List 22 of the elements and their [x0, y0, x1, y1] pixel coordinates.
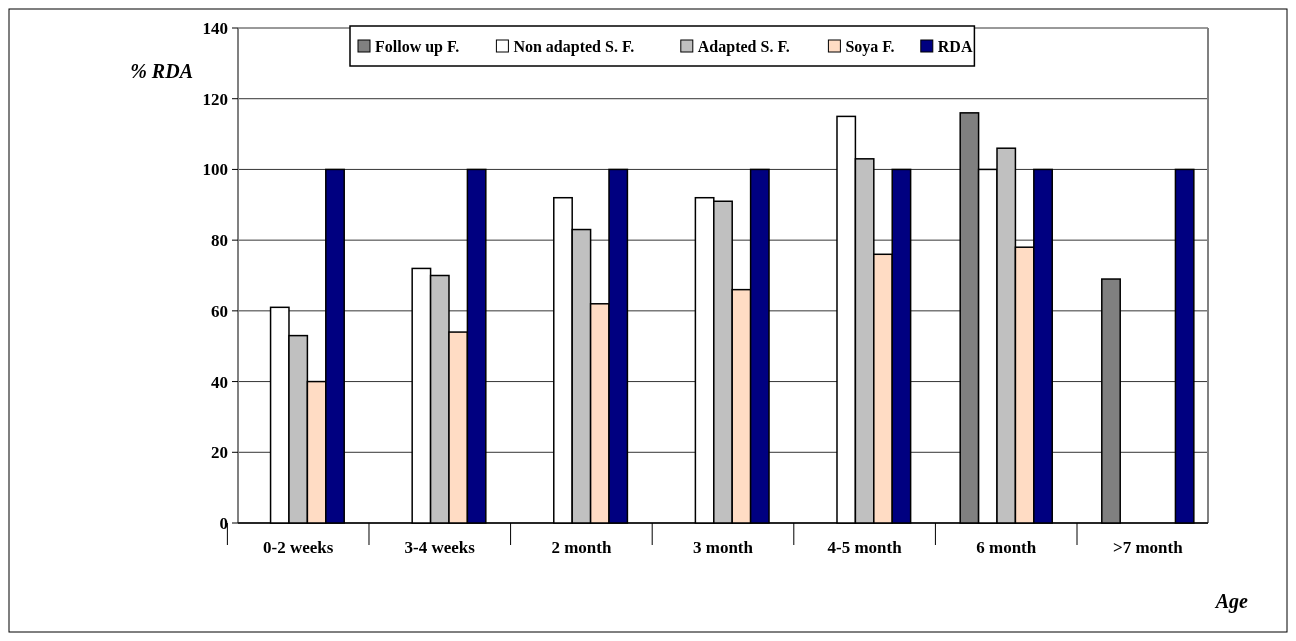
y-tick-label: 20 — [211, 443, 228, 463]
legend-label: Non adapted S. F. — [513, 37, 635, 56]
y-tick-label: 100 — [202, 160, 228, 180]
x-axis-title: Age — [1213, 590, 1249, 613]
legend-label: RDA — [937, 37, 973, 55]
x-tick-label: 0-2 weeks — [263, 538, 334, 557]
legend-label: Adapted S. F. — [697, 37, 790, 56]
y-tick-label: 40 — [211, 372, 228, 392]
x-tick-label: 4-5 month — [827, 538, 903, 557]
y-tick-label: 140 — [202, 18, 228, 38]
x-tick-label: 2 month — [551, 538, 612, 557]
y-tick-label: 0 — [219, 513, 228, 533]
y-axis-title: % RDA — [130, 60, 193, 82]
x-tick-label: >7 month — [1112, 538, 1184, 557]
y-tick-label: 60 — [211, 301, 228, 321]
y-tick-label: 120 — [202, 89, 228, 109]
legend-label: Soya F. — [845, 37, 895, 56]
x-tick-label: 3-4 weeks — [404, 538, 476, 557]
x-tick-label: 3 month — [693, 538, 754, 557]
y-tick-label: 80 — [211, 231, 228, 251]
legend-label: Follow up F. — [375, 37, 460, 56]
x-tick-label: 6 month — [976, 538, 1037, 557]
